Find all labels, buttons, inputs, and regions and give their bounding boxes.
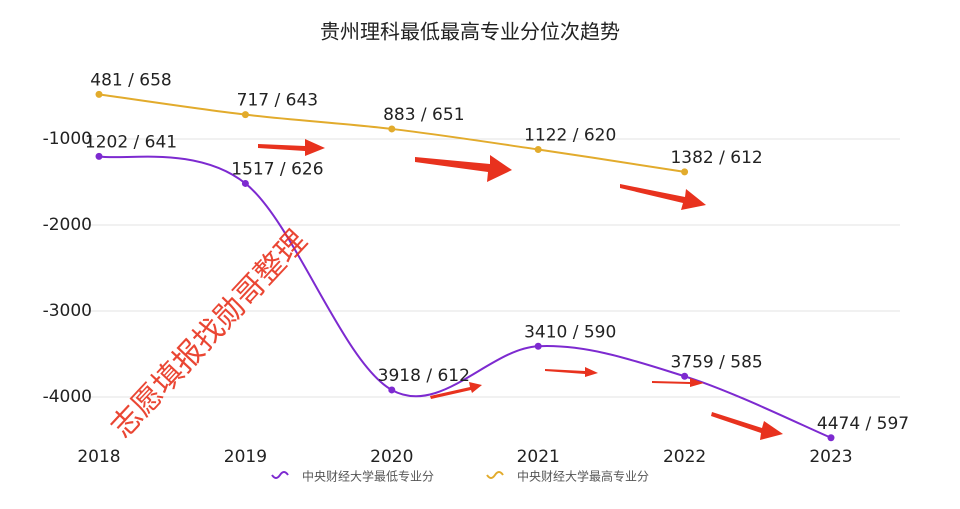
line	[98, 155, 832, 439]
arrows	[258, 139, 783, 440]
legend-item: 中央财经大学最低专业分	[271, 469, 434, 484]
chart-title: 贵州理科最低最高专业分位次趋势	[320, 20, 620, 44]
point	[681, 372, 689, 380]
y-tick-label: -1000	[43, 129, 92, 149]
point	[241, 179, 249, 187]
data-label: 1517 / 626	[231, 159, 323, 179]
x-tick-label: 2018	[77, 447, 120, 467]
data-label: 4474 / 597	[817, 414, 909, 434]
data-label: 3410 / 590	[524, 322, 616, 342]
legend-symbol	[271, 471, 289, 479]
point	[827, 434, 835, 442]
point	[95, 90, 103, 98]
watermark: 志愿填报找勋哥整理	[104, 224, 314, 445]
point	[681, 168, 689, 176]
data-label: 481 / 658	[90, 70, 171, 90]
point	[534, 145, 542, 153]
point	[388, 125, 396, 133]
legend-item: 中央财经大学最高专业分	[486, 469, 649, 484]
data-label: 883 / 651	[383, 105, 464, 125]
x-tick-label: 2023	[809, 447, 852, 467]
legend-symbol	[486, 471, 504, 479]
point	[388, 386, 396, 394]
legend-label: 中央财经大学最高专业分	[517, 469, 649, 484]
y-tick-label: -3000	[43, 301, 92, 321]
point	[95, 152, 103, 160]
legend-label: 中央财经大学最低专业分	[302, 469, 434, 484]
data-label: 3918 / 612	[378, 366, 470, 386]
point	[241, 111, 249, 119]
point	[534, 342, 542, 350]
data-label: 1382 / 612	[670, 148, 762, 168]
y-tick-label: -2000	[43, 215, 92, 235]
data-label: 717 / 643	[237, 91, 318, 111]
data-label: 1202 / 641	[85, 132, 177, 152]
x-tick-label: 2021	[517, 447, 560, 467]
data-label: 1122 / 620	[524, 125, 616, 145]
x-tick-label: 2020	[370, 447, 413, 467]
x-tick-label: 2022	[663, 447, 706, 467]
y-tick-label: -4000	[43, 387, 92, 407]
x-tick-label: 2019	[224, 447, 267, 467]
data-label: 3759 / 585	[670, 352, 762, 372]
